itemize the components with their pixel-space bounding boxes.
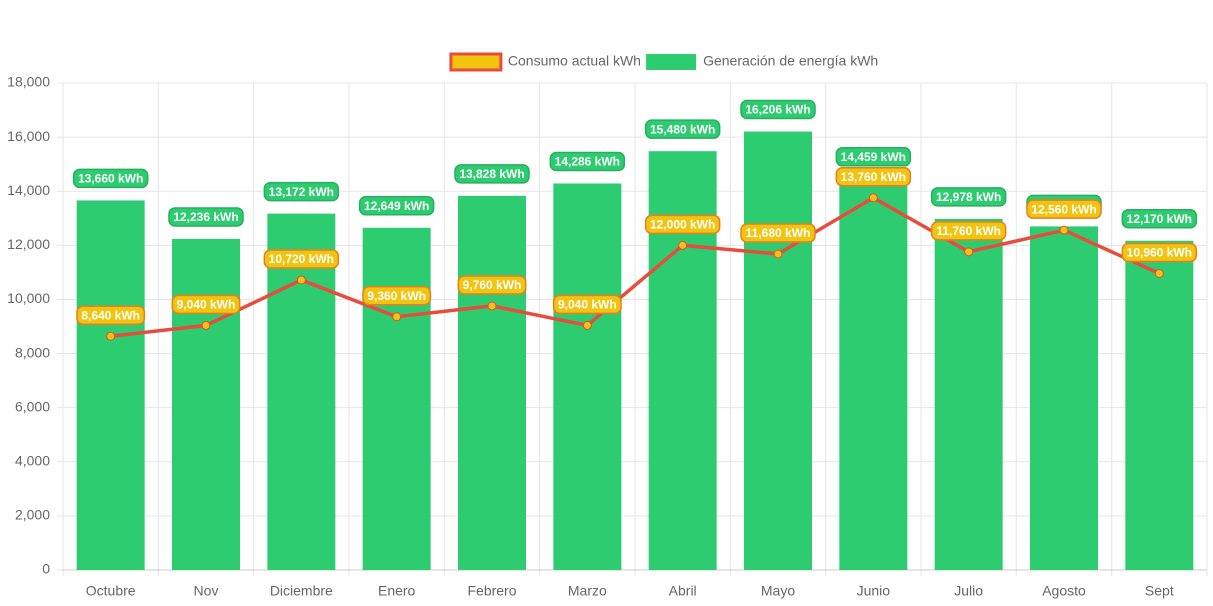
- bar: [934, 218, 1003, 571]
- value-label-box: [644, 214, 721, 235]
- value-label: 12,236 kWh: [173, 210, 238, 224]
- value-label: 13,660 kWh: [78, 172, 143, 186]
- bar: [458, 195, 526, 570]
- x-tick-label: Agosto: [1042, 583, 1086, 599]
- point: [964, 247, 974, 257]
- x-tick-label: Mayo: [761, 583, 795, 599]
- value-label-box: [835, 147, 912, 167]
- value-label: 11,760 kWh: [936, 224, 1001, 238]
- value-label-box: [740, 223, 816, 243]
- bar: [839, 178, 908, 571]
- value-label: 12,170 kWh: [1127, 212, 1192, 226]
- y-tick-label: 6,000: [15, 398, 50, 414]
- y-tick-label: 8,000: [15, 344, 50, 360]
- y-tick-label: 0: [42, 561, 50, 577]
- y-tick-label: 2,000: [15, 507, 50, 523]
- y-tick-label: 18,000: [7, 74, 50, 90]
- value-label-box: [835, 166, 912, 187]
- value-label-box: [1026, 199, 1102, 219]
- value-label: 12,000 kWh: [650, 218, 715, 232]
- x-tick-label: Abril: [669, 583, 697, 599]
- x-tick-label: Julio: [954, 583, 983, 599]
- bar: [267, 213, 336, 571]
- value-label: 14,459 kWh: [841, 150, 906, 164]
- x-tick-label: Sept: [1145, 583, 1174, 599]
- line: [110, 195, 1161, 338]
- value-label-box: [362, 286, 432, 306]
- x-tick-label: Octubre: [86, 583, 136, 599]
- value-label-box: [930, 187, 1007, 207]
- value-label: 13,760 kWh: [841, 170, 906, 184]
- value-label: 9,760 kWh: [463, 278, 522, 292]
- bar: [1125, 240, 1194, 570]
- x-tick-label: Diciembre: [270, 583, 333, 599]
- value-label: 9,040 kWh: [177, 298, 236, 312]
- value-label-box: [1121, 242, 1198, 263]
- value-label-box: [168, 207, 244, 227]
- point: [487, 301, 497, 311]
- y-tick-label: 16,000: [7, 128, 50, 144]
- y-tick-label: 10,000: [7, 290, 50, 306]
- legend-swatch: [646, 54, 697, 70]
- x-tick-label: Nov: [194, 583, 219, 599]
- value-label-box: [549, 151, 626, 172]
- value-label-box: [740, 99, 816, 120]
- value-label-box: [263, 249, 340, 269]
- x-tick-label: Junio: [857, 583, 891, 599]
- value-label-box: [72, 168, 149, 189]
- value-label: 11,680 kWh: [746, 226, 811, 240]
- value-label: 9,040 kWh: [558, 298, 617, 312]
- y-tick-label: 4,000: [15, 452, 50, 468]
- point: [1059, 225, 1069, 235]
- point: [296, 275, 306, 285]
- y-tick-label: 14,000: [7, 182, 50, 198]
- value-label: 13,172 kWh: [269, 185, 334, 199]
- value-label: 13,828 kWh: [459, 167, 524, 181]
- point: [868, 193, 878, 203]
- value-label: 16,206 kWh: [745, 103, 810, 117]
- point: [392, 312, 402, 322]
- y-tick-label: 12,000: [7, 236, 50, 252]
- value-label-box: [930, 221, 1007, 241]
- bar: [172, 238, 240, 570]
- point: [678, 240, 688, 250]
- point: [582, 320, 592, 330]
- bar: [1030, 226, 1098, 570]
- value-label: 10,960 kWh: [1127, 246, 1192, 260]
- point: [201, 320, 211, 330]
- bar: [648, 151, 717, 570]
- value-label-box: [552, 294, 622, 315]
- value-label: 10,720 kWh: [269, 252, 334, 266]
- bar: [744, 131, 812, 571]
- value-label-box: [171, 294, 241, 315]
- x-tick-label: Febrero: [467, 583, 516, 599]
- value-label-box: [358, 196, 435, 216]
- value-label: 12,978 kWh: [936, 190, 1001, 204]
- value-label: 9,360 kWh: [367, 289, 426, 303]
- value-label-box: [454, 164, 530, 184]
- value-label: 12,649 kWh: [364, 199, 429, 213]
- x-tick-label: Marzo: [568, 583, 607, 599]
- bar: [362, 227, 431, 570]
- value-label: 8,640 kWh: [81, 308, 140, 322]
- value-label-box: [457, 275, 527, 295]
- legend-label: Consumo actual kWh: [508, 53, 641, 69]
- legend-swatch: [449, 52, 503, 72]
- value-label-box: [1121, 208, 1198, 229]
- point: [773, 249, 783, 259]
- value-label: 15,480 kWh: [650, 122, 715, 136]
- value-label-box: [76, 305, 146, 325]
- value-label-box: [644, 119, 721, 139]
- legend-label: Generación de energía kWh: [703, 53, 878, 69]
- point: [1154, 268, 1164, 278]
- bar: [553, 183, 622, 571]
- value-label: 14,286 kWh: [555, 155, 620, 169]
- point: [106, 331, 116, 341]
- value-label: 12,560 kWh: [1031, 202, 1096, 216]
- bar: [76, 200, 145, 570]
- x-tick-label: Enero: [378, 583, 416, 599]
- value-label-box: [263, 181, 340, 202]
